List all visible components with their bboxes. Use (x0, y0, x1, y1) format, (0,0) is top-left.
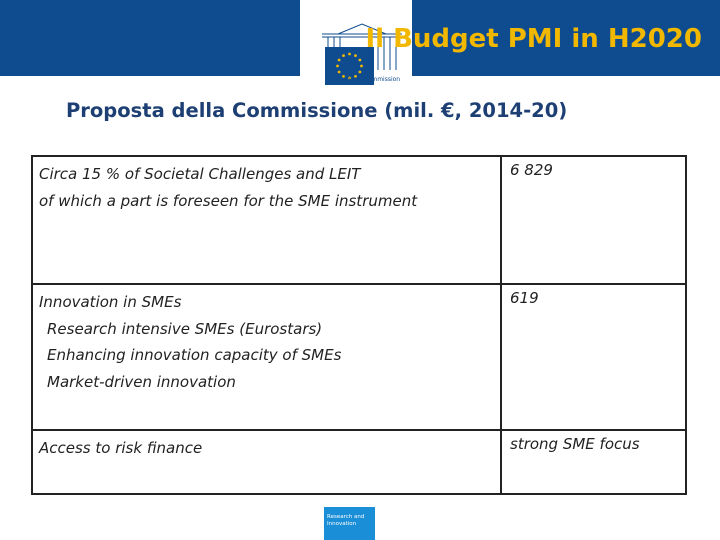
row-subitem: Research intensive SMEs (Eurostars) (47, 319, 323, 338)
table-cell-description: Access to risk finance (33, 431, 502, 493)
table-row: Innovation in SMEs Research intensive SM… (33, 285, 685, 431)
badge-label: Research and Innovation (327, 514, 365, 527)
row-text: Access to risk finance (39, 439, 203, 457)
row-text: Innovation in SMEs (39, 293, 182, 311)
budget-table: Circa 15 % of Societal Challenges and LE… (31, 155, 687, 495)
page-title: Il Budget PMI in H2020 (365, 24, 702, 54)
eu-flag-icon (325, 47, 374, 85)
table-cell-value: 619 (510, 289, 539, 307)
table-row: Circa 15 % of Societal Challenges and LE… (33, 157, 685, 285)
table-cell-value: 6 829 (510, 161, 553, 179)
row-subitem: Enhancing innovation capacity of SMEs (47, 346, 342, 364)
table-cell-description: Circa 15 % of Societal Challenges and LE… (33, 157, 502, 283)
row-text: of which a part is foreseen for the SME … (39, 191, 418, 210)
row-text: Circa 15 % of Societal Challenges and LE… (39, 165, 361, 183)
table-cell-value: strong SME focus (510, 435, 640, 453)
row-subitem: Market-driven innovation (47, 372, 236, 391)
logo-label: European Commission (333, 76, 401, 83)
table-row: Access to risk finance strong SME focus (33, 431, 685, 493)
table-caption: Proposta della Commissione (mil. €, 2014… (66, 99, 568, 122)
research-innovation-badge: Research and Innovation (324, 507, 375, 540)
table-cell-description: Innovation in SMEs Research intensive SM… (33, 285, 502, 429)
